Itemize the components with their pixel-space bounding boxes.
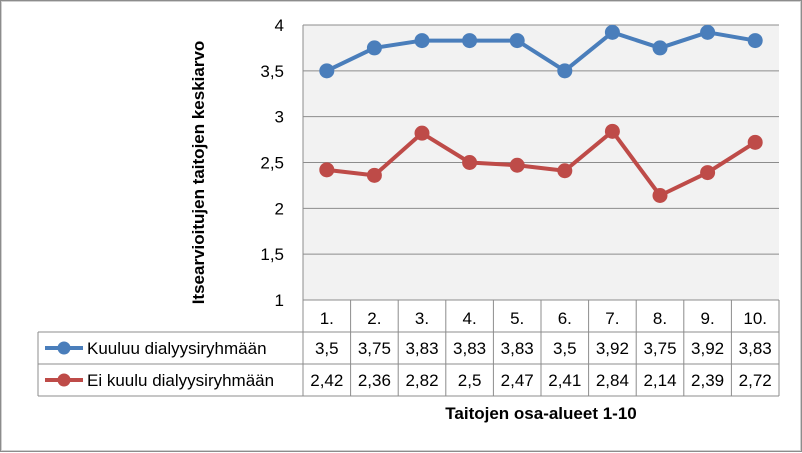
- data-table-value: 3,83: [405, 339, 438, 358]
- data-table-value: 3,83: [501, 339, 534, 358]
- data-table-value: 3,83: [739, 339, 772, 358]
- data-table-value: 3,5: [553, 339, 577, 358]
- data-table-value: 2,82: [405, 371, 438, 390]
- y-tick-label: 1,5: [260, 245, 284, 264]
- data-point: [319, 162, 335, 178]
- data-point: [604, 123, 620, 139]
- legend-series-name: Kuuluu dialyysiryhmään: [87, 339, 267, 358]
- data-table-value: 2,14: [643, 371, 676, 390]
- x-tick-label: 7.: [605, 309, 619, 328]
- data-table-value: 3,5: [315, 339, 339, 358]
- data-point: [509, 33, 525, 49]
- data-point: [652, 40, 668, 56]
- data-point: [509, 157, 525, 173]
- data-point: [557, 163, 573, 179]
- data-point: [700, 165, 716, 181]
- data-table-value: 2,72: [739, 371, 772, 390]
- data-table-value: 3,83: [453, 339, 486, 358]
- data-table: 1. 2. 3. 4. 5. 6. 7. 8. 9. 10. Kuuluu dialyysiryhm…: [37, 299, 780, 397]
- y-tick-label: 3: [275, 108, 284, 127]
- x-tick-label: 5.: [510, 309, 524, 328]
- data-table-value: 3,92: [596, 339, 629, 358]
- data-point: [366, 167, 382, 183]
- data-table-value: 2,42: [310, 371, 343, 390]
- data-point: [319, 63, 335, 79]
- y-axis-ticks: 1 1,5 2 2,5 3 3,5 4: [260, 16, 284, 310]
- data-point: [700, 24, 716, 40]
- series-line: [326, 129, 757, 198]
- y-tick-label: 4: [275, 16, 284, 35]
- legend-key-marker: [57, 373, 71, 387]
- data-point: [414, 33, 430, 49]
- data-table-value: 2,36: [358, 371, 391, 390]
- x-tick-label: 10.: [743, 309, 767, 328]
- y-tick-label: 1: [275, 291, 284, 310]
- data-table-value: 2,5: [458, 371, 482, 390]
- data-table-value: 2,39: [691, 371, 724, 390]
- x-axis-title: Taitojen osa-alueet 1-10: [445, 404, 636, 423]
- data-point: [747, 33, 763, 49]
- data-table-value: 3,92: [691, 339, 724, 358]
- y-tick-label: 3,5: [260, 62, 284, 81]
- data-point: [747, 134, 763, 150]
- y-axis-title: Itsearvioitujen taitojen keskiarvo: [189, 41, 208, 305]
- data-table-value: 2,84: [596, 371, 629, 390]
- y-tick-label: 2: [275, 199, 284, 218]
- legend-series-name: Ei kuulu dialyysiryhmään: [87, 371, 274, 390]
- data-point: [462, 33, 478, 49]
- data-point: [366, 40, 382, 56]
- x-tick-label: 3.: [415, 309, 429, 328]
- data-point: [557, 63, 573, 79]
- series-lines: [319, 24, 763, 203]
- data-point: [652, 188, 668, 203]
- x-tick-label: 1.: [320, 309, 334, 328]
- x-tick-label: 9.: [701, 309, 715, 328]
- data-point: [414, 125, 430, 141]
- x-tick-label: 4.: [463, 309, 477, 328]
- legend-key-marker: [57, 341, 71, 355]
- series-line: [325, 30, 756, 73]
- data-point: [462, 155, 478, 170]
- data-point: [604, 24, 620, 40]
- x-tick-label: 6.: [558, 309, 572, 328]
- data-table-value: 3,75: [358, 339, 391, 358]
- x-tick-label: 2.: [367, 309, 381, 328]
- x-tick-label: 8.: [653, 309, 667, 328]
- data-table-value: 3,75: [643, 339, 676, 358]
- data-table-value: 2,41: [548, 371, 581, 390]
- y-tick-label: 2,5: [260, 154, 284, 173]
- data-table-value: 2,47: [501, 371, 534, 390]
